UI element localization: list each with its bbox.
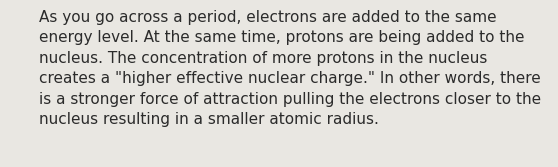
Text: As you go across a period, electrons are added to the same
energy level. At the : As you go across a period, electrons are… [39, 10, 541, 127]
